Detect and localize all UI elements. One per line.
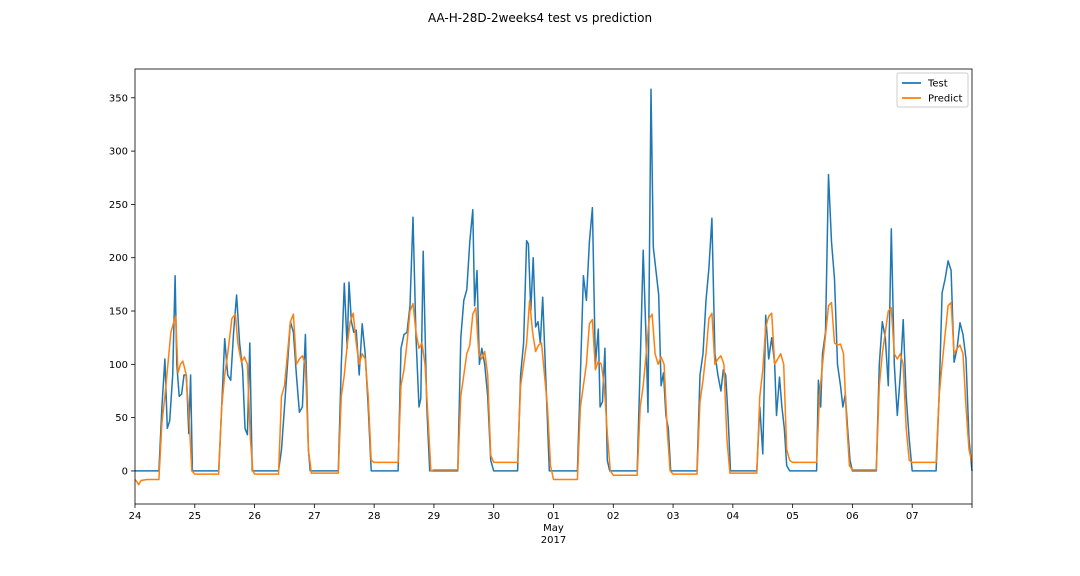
x-tick-month-label: May: [543, 523, 564, 534]
y-tick-label: 0: [122, 466, 128, 477]
y-tick-label: 100: [109, 360, 128, 371]
x-tick-label: 07: [906, 511, 919, 522]
x-tick-label: 24: [129, 511, 142, 522]
x-tick-label: 30: [487, 511, 500, 522]
x-tick-label: 01: [547, 511, 560, 522]
legend: Test Predict: [896, 72, 969, 108]
series-line-test: [135, 88, 973, 472]
plot-area: [134, 88, 973, 486]
x-tick-label: 26: [248, 511, 261, 522]
x-tick-year-label: 2017: [541, 535, 566, 546]
legend-label-predict: Predict: [928, 94, 963, 105]
y-tick-label: 200: [109, 253, 128, 264]
y-tick-label: 50: [115, 413, 128, 424]
x-tick-label: 03: [667, 511, 680, 522]
x-tick-label: 25: [188, 511, 201, 522]
y-tick-label: 250: [109, 200, 128, 211]
y-tick-label: 150: [109, 307, 128, 318]
x-tick-label: 27: [308, 511, 321, 522]
x-tick-label: 04: [726, 511, 739, 522]
x-tick-label: 02: [607, 511, 620, 522]
plot-frame: [134, 68, 973, 505]
x-tick-label: 06: [846, 511, 859, 522]
y-tick-label: 300: [109, 147, 128, 158]
x-tick-label: 05: [786, 511, 799, 522]
x-tick-label: 29: [428, 511, 441, 522]
chart-title: AA-H-28D-2weeks4 test vs prediction: [428, 11, 652, 25]
series-line-predict: [134, 299, 973, 486]
legend-label-test: Test: [927, 79, 948, 90]
x-tick-label: 28: [368, 511, 381, 522]
y-tick-label: 350: [109, 93, 128, 104]
